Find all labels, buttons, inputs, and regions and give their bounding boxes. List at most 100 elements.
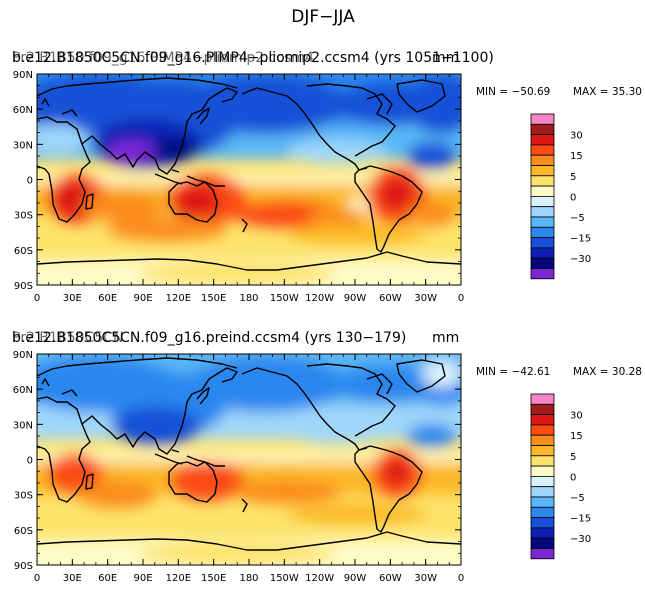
colorbar-swatch	[530, 123, 555, 136]
x-tick-label: 60W	[379, 573, 402, 584]
colorbar-swatch	[530, 195, 555, 208]
x-tick-label: 30E	[63, 293, 82, 304]
colorbar-swatch	[530, 424, 555, 436]
panel-1-min: MIN = −50.69	[476, 86, 550, 98]
y-tick-label: 60N	[13, 385, 33, 396]
x-tick-label: 90E	[133, 293, 152, 304]
x-tick-label: 60E	[98, 573, 117, 584]
panel-1-colorbar: 30 15 5 0 −5 −15 −30	[530, 113, 591, 280]
colorbar-swatch	[530, 113, 555, 125]
panel-2-units: mm	[432, 330, 459, 346]
colorbar-label: −30	[570, 534, 591, 545]
x-tick-label: 90W	[344, 293, 367, 304]
y-tick-label: 90S	[14, 561, 33, 572]
x-tick-label: 150W	[270, 293, 299, 304]
y-tick-label: 30N	[13, 140, 33, 151]
colorbar-swatch	[530, 257, 555, 269]
y-tick-label: 30N	[13, 420, 33, 431]
x-tick-label: 150W	[270, 573, 299, 584]
y-tick-label: 30S	[14, 211, 33, 222]
panel-1-axes: 0 30E 60E 90E 120E 150E 180 150W 120W 90W 60W 30W 09…	[13, 70, 464, 304]
colorbar-label: 0	[570, 192, 576, 203]
y-tick-label: 0	[27, 456, 33, 467]
colorbar-label: −5	[570, 493, 585, 504]
y-tick-label: 0	[27, 176, 33, 187]
colorbar-label: 0	[570, 472, 576, 483]
colorbar-swatch	[530, 506, 555, 518]
panel-1-label-a: b.e12.B1850C5CN.f09_g16.PIMP4−pliomip2.c…	[12, 50, 494, 66]
colorbar-label: −30	[570, 254, 591, 265]
colorbar-swatch	[530, 517, 555, 529]
panel-1-label-b: Pr2.B1850.f09_g16.PIMP4−pliomip2.ccsm4	[12, 50, 314, 66]
colorbar-label: 5	[570, 452, 576, 463]
colorbar-label: 30	[570, 411, 583, 422]
colorbar-label: 30	[570, 131, 583, 142]
colorbar-swatch	[530, 403, 555, 415]
x-tick-label: 120E	[166, 573, 191, 584]
y-tick-label: 90S	[14, 281, 33, 292]
x-tick-label: 60W	[379, 293, 402, 304]
colorbar-swatch	[530, 496, 555, 508]
colorbar-label: 15	[570, 151, 583, 162]
colorbar-label: −15	[570, 514, 591, 525]
panel-1-coastlines	[37, 77, 461, 271]
colorbar-swatch	[530, 268, 555, 280]
panel-2: b.e12.B1850C5CN.f09_g16.preind.ccsm4 (yr…	[12, 330, 642, 584]
x-tick-label: 30W	[414, 293, 437, 304]
colorbar-swatch	[530, 185, 555, 197]
panel-1-max: MAX = 35.30	[573, 86, 642, 98]
x-tick-label: 30W	[414, 573, 437, 584]
colorbar-swatch	[530, 393, 555, 405]
x-tick-label: 0	[458, 573, 464, 584]
colorbar-label: 5	[570, 172, 576, 183]
x-tick-label: 150E	[201, 293, 226, 304]
x-tick-label: 150E	[201, 573, 226, 584]
colorbar-swatch	[530, 247, 555, 259]
colorbar-swatch	[530, 226, 555, 239]
panel-2-max: MAX = 30.28	[573, 366, 642, 378]
x-tick-label: 180	[239, 573, 258, 584]
colorbar-swatch	[530, 537, 555, 549]
x-tick-label: 120W	[305, 573, 334, 584]
y-tick-label: 90N	[13, 70, 33, 81]
colorbar-label: 15	[570, 431, 583, 442]
colorbar-swatch	[530, 165, 555, 177]
panel-2-min: MIN = −42.61	[476, 366, 550, 378]
colorbar-swatch	[530, 445, 555, 457]
x-tick-label: 0	[458, 293, 464, 304]
colorbar-swatch	[530, 455, 555, 467]
figure-title: DJF−JJA	[291, 7, 355, 27]
panel-2-coastlines	[37, 357, 461, 551]
colorbar-label: −15	[570, 234, 591, 245]
x-tick-label: 30E	[63, 573, 82, 584]
colorbar-label: −5	[570, 213, 585, 224]
x-tick-label: 180	[239, 293, 258, 304]
panel-2-colorbar: 30 15 5 0 −5 −15 −30	[530, 393, 591, 560]
colorbar-swatch	[530, 527, 555, 539]
panel-1-units: mm	[432, 50, 459, 66]
colorbar-swatch	[530, 206, 555, 218]
colorbar-swatch	[530, 434, 555, 446]
panel-2-axes: 0 30E 60E 90E 120E 150E 180 150W 120W 90W 60W 30W 09…	[13, 350, 464, 584]
y-tick-label: 60S	[14, 526, 33, 537]
colorbar-swatch	[530, 414, 555, 426]
colorbar-swatch	[530, 216, 555, 228]
panel-2-label-a: b.e12.B1850C5CN.f09_g16.preind.ccsm4 (yr…	[12, 330, 406, 346]
x-tick-label: 90E	[133, 573, 152, 584]
panel-2-label-b: Pr2.B1850C5CN	[12, 330, 123, 346]
panel-1: b.e12.B1850C5CN.f09_g16.PIMP4−pliomip2.c…	[12, 50, 642, 304]
x-tick-label: 120W	[305, 293, 334, 304]
colorbar-swatch	[530, 475, 555, 488]
colorbar-swatch	[530, 144, 555, 156]
colorbar-swatch	[530, 154, 555, 166]
x-tick-label: 0	[34, 573, 40, 584]
y-tick-label: 90N	[13, 350, 33, 361]
x-tick-label: 120E	[166, 293, 191, 304]
panel-1-field	[37, 74, 461, 285]
colorbar-swatch	[530, 486, 555, 498]
colorbar-swatch	[530, 134, 555, 146]
x-tick-label: 0	[34, 293, 40, 304]
y-tick-label: 60S	[14, 246, 33, 257]
x-tick-label: 60E	[98, 293, 117, 304]
